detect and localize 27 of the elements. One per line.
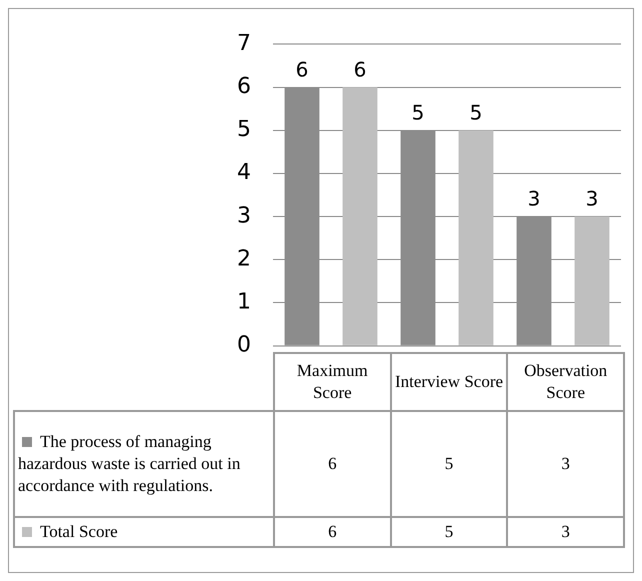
y-tick-label: 4 bbox=[237, 160, 251, 186]
bar bbox=[574, 216, 610, 346]
annotation: 5 bbox=[412, 100, 424, 125]
y-tick-label: 5 bbox=[237, 117, 251, 142]
data-label: 3 bbox=[507, 517, 624, 547]
legend-label: Total Score bbox=[40, 522, 118, 541]
y-tick-label: 1 bbox=[237, 289, 251, 314]
y-tick-label: 7 bbox=[237, 30, 251, 56]
data-label: 3 bbox=[507, 411, 624, 517]
annotation: 6 bbox=[296, 57, 308, 82]
bar bbox=[458, 130, 494, 346]
x-tick-label: Maximum Score bbox=[274, 353, 391, 411]
annotation: 3 bbox=[586, 186, 598, 211]
bar bbox=[342, 87, 378, 346]
data-label: 6 bbox=[274, 517, 391, 547]
data-label: 5 bbox=[390, 411, 508, 517]
legend-label: The process of managing hazardous waste is carried out in accordance with regulations. bbox=[18, 432, 240, 495]
annotation: 3 bbox=[528, 186, 540, 211]
y-tick-label: 3 bbox=[237, 203, 251, 228]
data-label: 5 bbox=[390, 517, 508, 547]
y-tick-label: 0 bbox=[237, 332, 251, 358]
annotation: 5 bbox=[470, 100, 482, 125]
annotation: 6 bbox=[354, 57, 366, 82]
x-tick-label: Observation Score bbox=[507, 353, 624, 411]
y-tick-label: 2 bbox=[237, 246, 251, 272]
y-tick-label: 6 bbox=[237, 74, 251, 100]
x-tick-label: Interview Score bbox=[390, 353, 508, 411]
